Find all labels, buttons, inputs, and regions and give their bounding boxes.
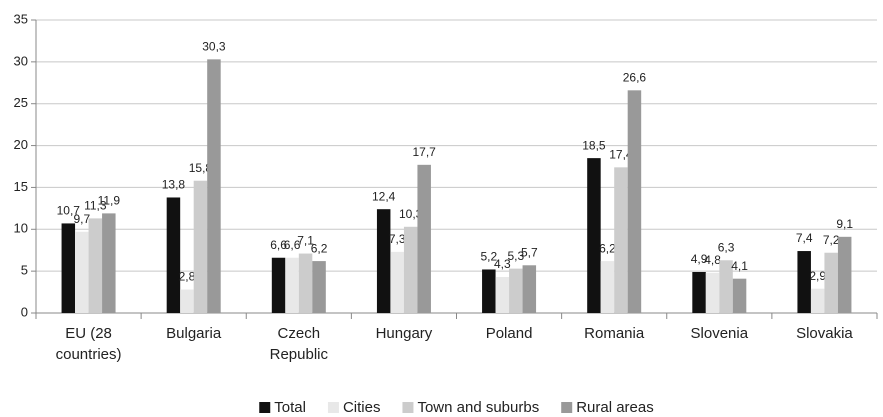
bar	[732, 278, 747, 313]
y-tick-label: 0	[21, 304, 28, 319]
bar	[600, 261, 615, 313]
value-label: 9,7	[73, 212, 90, 226]
legend-label: Town and suburbs	[417, 399, 539, 416]
value-label: 30,3	[202, 40, 226, 54]
bar	[166, 197, 181, 313]
bar	[509, 268, 523, 313]
bar	[193, 180, 208, 313]
value-label: 10,7	[57, 204, 81, 218]
value-label: 4,8	[704, 253, 721, 267]
value-label: 11,3	[84, 199, 107, 213]
value-label: 17,7	[413, 145, 437, 159]
x-tick-label: Czech Republic	[269, 325, 328, 363]
bar	[207, 59, 221, 313]
value-label: 7,2	[823, 233, 840, 247]
bar	[810, 288, 825, 313]
bar	[75, 231, 89, 313]
value-label: 12,4	[372, 189, 396, 203]
value-label: 6,6	[284, 238, 301, 252]
value-label: 4,1	[731, 259, 748, 273]
bar	[482, 269, 496, 313]
bar	[495, 277, 510, 313]
value-label: 5,3	[507, 249, 524, 263]
value-label: 9,1	[836, 217, 853, 231]
x-tick-label: Hungary	[375, 325, 433, 342]
y-tick-label: 20	[14, 137, 28, 152]
x-tick-label: Poland	[485, 325, 533, 342]
value-label: 4,3	[494, 257, 511, 271]
value-label: 17,4	[609, 148, 633, 162]
x-tick-label: Slovenia	[690, 325, 749, 342]
y-tick-label: 25	[14, 95, 28, 110]
value-label: 6,2	[599, 241, 616, 255]
bar	[403, 226, 418, 313]
value-label: 5,7	[521, 245, 538, 259]
x-tick-label: Romania	[584, 325, 645, 342]
value-label: 7,4	[796, 231, 813, 245]
bar	[837, 236, 852, 313]
value-label: 7,3	[389, 232, 406, 246]
value-label: 6,6	[270, 238, 287, 252]
bar	[797, 251, 811, 313]
value-label: 6,2	[311, 241, 328, 255]
value-label: 7,1	[297, 234, 314, 248]
legend-swatch	[402, 402, 414, 413]
legend-swatch	[327, 402, 339, 413]
bar	[271, 257, 286, 313]
bar	[88, 218, 103, 313]
bar	[390, 251, 404, 313]
y-tick-label: 15	[14, 179, 28, 194]
y-tick-label: 30	[14, 53, 28, 68]
value-label: 11,9	[98, 194, 121, 208]
value-label: 4,9	[691, 252, 708, 266]
legend-label: Rural areas	[576, 399, 654, 416]
bar	[298, 253, 313, 313]
bar	[614, 167, 628, 313]
bar	[587, 158, 601, 313]
bar	[522, 265, 537, 313]
bar	[312, 261, 326, 313]
y-tick-label: 10	[14, 221, 28, 236]
value-label: 6,3	[718, 240, 735, 254]
legend-label: Cities	[343, 399, 381, 416]
legend-swatch	[561, 402, 573, 413]
bar	[180, 289, 194, 313]
value-label: 26,6	[623, 70, 647, 84]
bar	[417, 164, 431, 313]
bar	[719, 260, 733, 313]
y-tick-label: 35	[14, 11, 28, 26]
value-label: 10,3	[399, 207, 423, 221]
value-label: 18,5	[582, 138, 606, 152]
bar	[824, 252, 838, 313]
bar	[61, 223, 76, 313]
bar	[376, 209, 391, 313]
legend-label: Total	[274, 399, 306, 416]
bar	[705, 272, 720, 313]
x-tick-label: Bulgaria	[166, 325, 222, 342]
bar	[102, 213, 116, 313]
value-label: 2,9	[809, 269, 826, 283]
x-tick-label: Slovakia	[796, 325, 853, 342]
value-label: 15,8	[189, 161, 213, 175]
x-tick-label: EU (28 countries)	[55, 325, 122, 363]
bar	[627, 90, 642, 313]
value-label: 2,8	[179, 270, 196, 284]
legend-swatch	[259, 402, 271, 413]
value-label: 5,2	[480, 250, 497, 264]
value-label: 13,8	[162, 178, 186, 192]
bar	[285, 257, 299, 313]
bar	[692, 271, 706, 313]
y-tick-label: 5	[21, 263, 28, 278]
